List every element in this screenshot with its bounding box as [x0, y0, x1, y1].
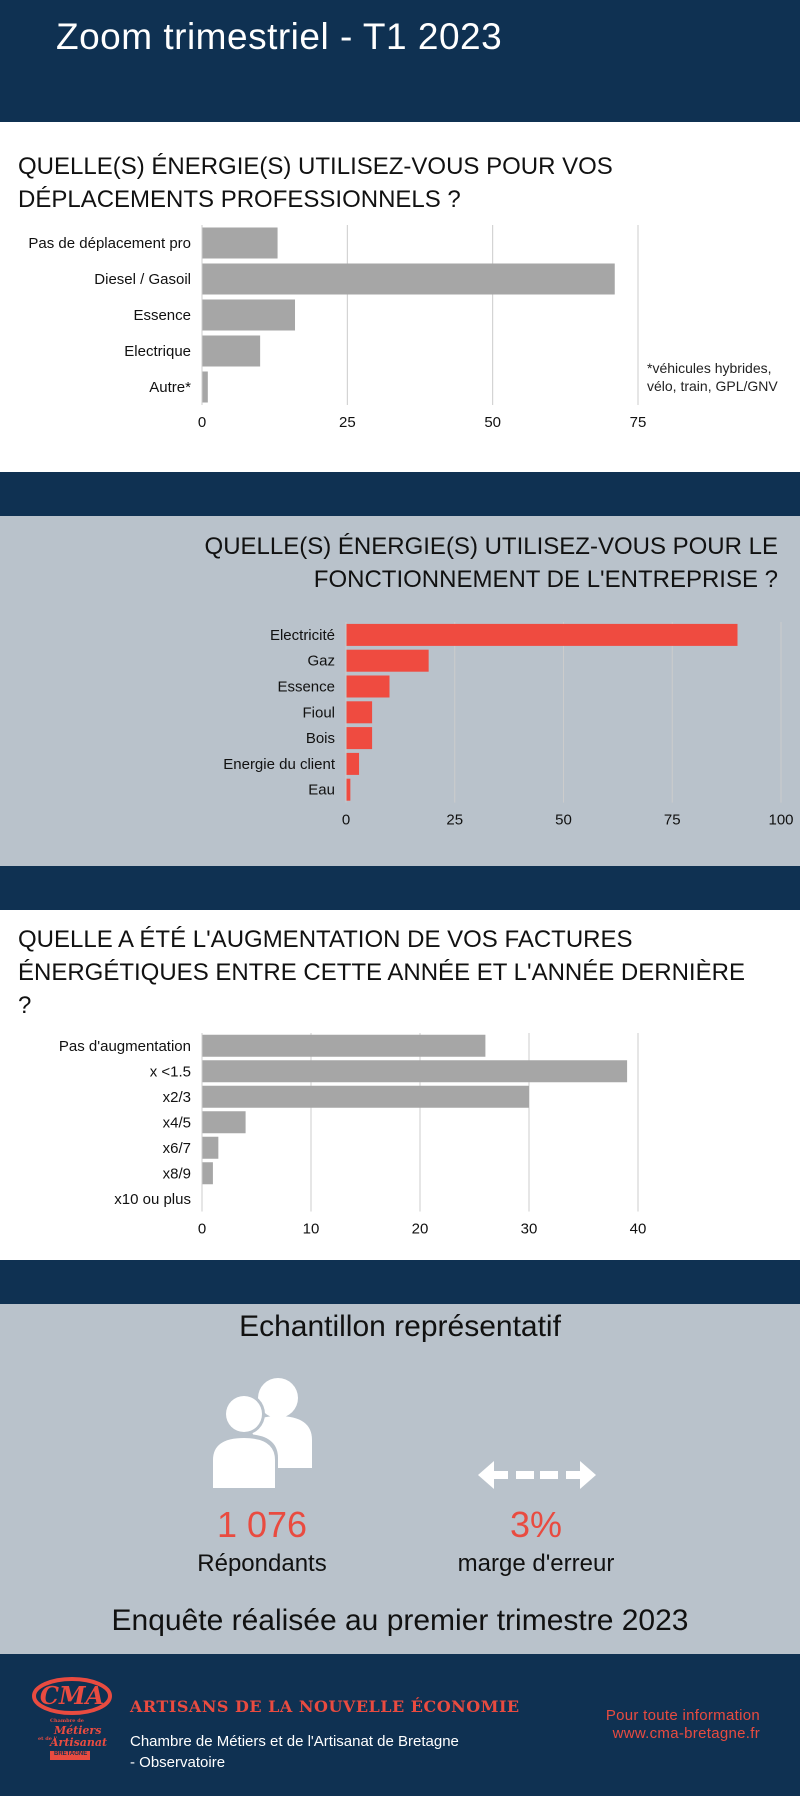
- divider-band: [0, 866, 800, 910]
- chart-energy-travel: Pas de déplacement pro Diesel / Gasoil Ess…: [28, 225, 647, 431]
- q3-title-line: ÉNERGÉTIQUES ENTRE CETTE ANNÉE ET L'ANNÉ…: [18, 959, 745, 986]
- margin-value: 3%: [509, 1504, 563, 1545]
- bar: [202, 227, 278, 259]
- logo-mark-text: CMA: [40, 1681, 104, 1710]
- chart-bill-increase: Pas d'augmentation x <1.5 x2/3 x4/5 x6/7 x8/9…: [59, 1033, 647, 1236]
- tick-label: 75: [664, 812, 681, 829]
- respondents-label: Répondants: [197, 1550, 327, 1577]
- category-label: Gaz: [307, 653, 335, 670]
- logo-region-text: BRETAGNE: [54, 1751, 88, 1757]
- bar: [202, 335, 261, 367]
- footer-website-link[interactable]: www.cma-bretagne.fr: [612, 1725, 760, 1742]
- footer-band: [0, 1654, 800, 1796]
- category-label: Pas de déplacement pro: [28, 235, 191, 252]
- tick-label: 25: [339, 414, 356, 431]
- q3-title-line: QUELLE A ÉTÉ L'AUGMENTATION DE VOS FACTU…: [18, 926, 633, 953]
- tick-label: 0: [198, 414, 206, 431]
- logo-line: Chambre de: [50, 1718, 84, 1724]
- cma-logo-mark: CMA: [32, 1677, 112, 1715]
- bar: [202, 1136, 219, 1159]
- bar: [346, 649, 429, 672]
- bar: [202, 1162, 213, 1185]
- tick-label: 30: [521, 1221, 538, 1236]
- bar: [202, 1085, 529, 1108]
- q1-footnote-line: *véhicules hybrides,: [647, 360, 772, 376]
- tick-label: 0: [342, 812, 350, 829]
- q3-title-line: ?: [18, 992, 32, 1019]
- q1-footnote: *véhicules hybrides, vélo, train, GPL/GN…: [647, 359, 778, 395]
- people-icon: [210, 1378, 312, 1488]
- category-label: Autre*: [149, 379, 191, 396]
- bar: [346, 701, 373, 724]
- margin-label: marge d'erreur: [457, 1550, 615, 1577]
- tick-label: 0: [198, 1221, 206, 1236]
- bar: [202, 299, 296, 331]
- bar: [346, 623, 738, 646]
- footer-heading: ARTISANS DE LA NOUVELLE ÉCONOMIE: [130, 1697, 520, 1716]
- respondents-value: 1 076: [216, 1504, 308, 1545]
- category-label: Bois: [306, 730, 335, 747]
- category-label: Pas d'augmentation: [59, 1038, 191, 1055]
- q3-title: QUELLE A ÉTÉ L'AUGMENTATION DE VOS FACTU…: [18, 923, 745, 1022]
- header-band: Zoom trimestriel - T1 2023: [0, 0, 800, 122]
- category-label: x <1.5: [150, 1063, 191, 1080]
- logo-line: Métiers: [54, 1724, 102, 1737]
- bar: [202, 263, 615, 295]
- footer-info-label: Pour toute information: [605, 1707, 760, 1724]
- q1-title-line: QUELLE(S) ÉNERGIE(S) UTILISEZ-VOUS POUR …: [18, 153, 613, 180]
- tick-label: 40: [630, 1221, 647, 1236]
- bar: [202, 1111, 246, 1134]
- category-label: Electrique: [124, 343, 191, 360]
- bar: [202, 1060, 628, 1083]
- q2-title-line: FONCTIONNEMENT DE L'ENTREPRISE ?: [313, 566, 778, 593]
- section-q1: [0, 122, 800, 472]
- bar: [202, 1034, 486, 1057]
- logo-line: Artisanat: [50, 1736, 108, 1749]
- bar: [346, 727, 373, 750]
- tick-label: 50: [484, 414, 501, 431]
- tick-label: 50: [555, 812, 572, 829]
- q1-title-line: DÉPLACEMENTS PROFESSIONNELS ?: [18, 186, 461, 213]
- q1-title: QUELLE(S) ÉNERGIE(S) UTILISEZ-VOUS POUR …: [18, 150, 613, 216]
- sample-title: Echantillon représentatif: [239, 1310, 561, 1343]
- tick-label: 20: [412, 1221, 429, 1236]
- footer-subtitle: Chambre de Métiers et de l'Artisanat de …: [130, 1733, 459, 1771]
- category-label: Energie du client: [223, 756, 336, 773]
- category-label: x8/9: [163, 1165, 191, 1182]
- category-label: Electricité: [270, 627, 335, 644]
- section-q3: [0, 910, 800, 1260]
- page-title: Zoom trimestriel - T1 2023: [56, 16, 503, 57]
- category-label: Diesel / Gasoil: [94, 271, 191, 288]
- q2-title-line: QUELLE(S) ÉNERGIE(S) UTILISEZ-VOUS POUR …: [204, 533, 778, 560]
- bar: [346, 675, 390, 698]
- divider-band: [0, 472, 800, 516]
- category-label: x2/3: [163, 1089, 191, 1106]
- divider-band: [0, 1260, 800, 1304]
- bar: [346, 778, 351, 801]
- logo-region-badge: BRETAGNE: [50, 1751, 90, 1760]
- category-label: x10 ou plus: [114, 1191, 191, 1208]
- category-label: Essence: [277, 679, 335, 696]
- bar: [202, 371, 208, 403]
- cma-logo: CMA Chambre de Métiers et de l' Artisana…: [32, 1676, 112, 1772]
- chart-energy-business: Electricité Gaz Essence Fioul Bois Energie du…: [223, 622, 794, 829]
- category-label: x6/7: [163, 1140, 191, 1157]
- double-arrow-icon: [478, 1461, 596, 1489]
- tick-label: 10: [303, 1221, 320, 1236]
- q1-footnote-line: vélo, train, GPL/GNV: [647, 378, 778, 394]
- section-q2: [0, 516, 800, 866]
- logo-line: et de l': [38, 1736, 58, 1742]
- survey-note: Enquête réalisée au premier trimestre 20…: [111, 1604, 689, 1637]
- section-sample: [0, 1304, 800, 1654]
- tick-label: 75: [630, 414, 647, 431]
- category-label: x4/5: [163, 1114, 191, 1131]
- q2-title: QUELLE(S) ÉNERGIE(S) UTILISEZ-VOUS POUR …: [205, 530, 778, 596]
- tick-label: 100: [768, 812, 793, 829]
- category-label: Eau: [308, 782, 335, 799]
- bar: [346, 752, 360, 775]
- footer-info: Pour toute information www.cma-bretagne.…: [606, 1707, 760, 1743]
- category-label: Fioul: [302, 704, 335, 721]
- tick-label: 25: [446, 812, 463, 829]
- category-label: Essence: [133, 307, 191, 324]
